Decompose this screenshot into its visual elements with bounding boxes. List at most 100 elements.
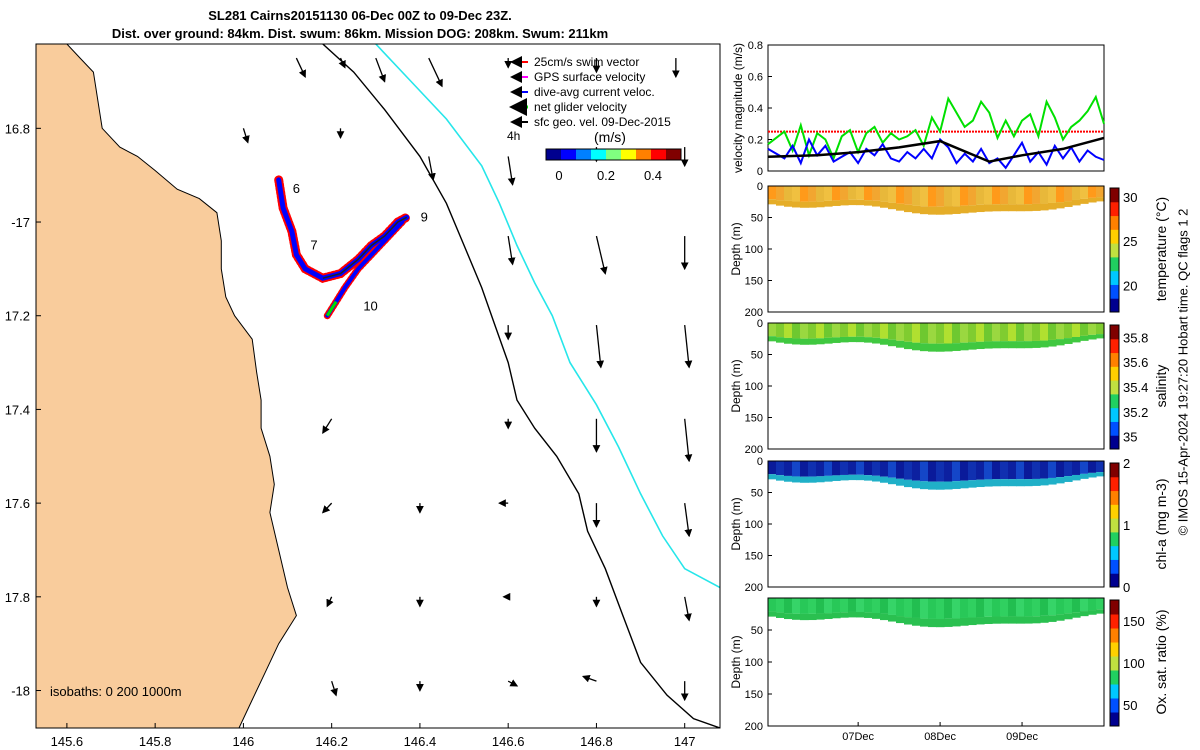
colorbar-segment	[1110, 393, 1119, 409]
section-cell	[1064, 598, 1073, 614]
section-cell	[992, 341, 1001, 349]
colorbar-segment	[666, 149, 682, 160]
section-cell	[960, 342, 969, 351]
section-cell	[968, 205, 977, 213]
section-cell	[872, 461, 881, 476]
section-cell	[1056, 598, 1065, 615]
section-cell	[816, 461, 825, 477]
y-tick-label: 200	[745, 307, 763, 319]
section-cell	[840, 336, 849, 343]
section-cell	[1008, 341, 1017, 349]
section-cell	[1032, 186, 1041, 204]
section-cell	[824, 475, 833, 482]
section-cell	[800, 461, 809, 477]
section-cell	[896, 598, 905, 617]
section-cell	[984, 341, 993, 349]
section-cell	[936, 186, 945, 207]
section-cell	[1064, 323, 1073, 339]
section-cell	[992, 616, 1001, 624]
section-cell	[984, 616, 993, 624]
colorbar-segment	[591, 149, 607, 160]
section-cell	[928, 481, 937, 490]
section-cell	[960, 186, 969, 206]
colorbar-tick-label: 2	[1123, 456, 1130, 471]
section-cell	[928, 186, 937, 207]
section-cell	[824, 323, 833, 338]
section-cell	[952, 461, 961, 482]
section-cell	[768, 336, 777, 342]
section-cell	[800, 201, 809, 208]
section-cell	[824, 200, 833, 207]
colorbar-segment	[1110, 421, 1119, 436]
section-cell	[784, 200, 793, 207]
section-cell	[1088, 197, 1097, 203]
section-cell	[864, 612, 873, 618]
section-cell	[872, 598, 881, 614]
section-cell	[840, 598, 849, 613]
section-cell	[848, 461, 857, 475]
section-cell	[856, 474, 865, 481]
geo-velocity-vector	[428, 156, 436, 182]
geo-velocity-vector	[330, 680, 338, 697]
colorbar-tick-label: 35.8	[1123, 330, 1148, 345]
section-cell	[1096, 323, 1105, 335]
section-cell	[944, 323, 953, 344]
section-cell	[776, 612, 785, 618]
section-cell	[776, 337, 785, 343]
section-cell	[1032, 461, 1041, 479]
colorbar-label: chl-a (mg m-3)	[1153, 478, 1169, 569]
section-cell	[1024, 598, 1033, 617]
geo-velocity-vector	[322, 418, 333, 434]
section-cell	[872, 323, 881, 338]
section-cell	[1056, 186, 1065, 203]
section-cell	[976, 598, 985, 618]
geo-velocity-vector	[684, 596, 692, 622]
colorbar-segment	[1110, 298, 1119, 313]
section-cell	[904, 204, 913, 213]
y-tick-label: 0	[757, 456, 763, 468]
section-cell	[984, 204, 993, 212]
section-cell	[1000, 323, 1009, 342]
waypoint-label: 7	[310, 237, 317, 252]
colorbar-segment	[546, 149, 562, 160]
section-cell	[960, 323, 969, 343]
section-cell	[1048, 186, 1057, 203]
section-cell	[840, 474, 849, 481]
section-cell	[888, 477, 897, 485]
section-cell	[840, 461, 849, 475]
legend-label: GPS surface velocity	[534, 70, 645, 84]
section-cell	[816, 201, 825, 208]
colorbar-segment	[1110, 243, 1119, 258]
colorbar-segment	[1110, 504, 1119, 519]
colorbar-segment	[1110, 284, 1119, 299]
section-cell	[792, 613, 801, 620]
section-cell	[1040, 598, 1049, 616]
section-cell	[1008, 616, 1017, 624]
section-cell	[1000, 479, 1009, 487]
colorbar-segment	[1110, 366, 1119, 381]
section-cell	[880, 201, 889, 208]
section-cell	[968, 480, 977, 488]
section-cell	[1056, 461, 1065, 478]
section-cell	[832, 461, 841, 476]
section-cell	[920, 186, 929, 207]
section-cell	[952, 598, 961, 619]
section-cell	[872, 613, 881, 619]
section-cell	[1064, 186, 1073, 202]
velocity-frame	[767, 44, 1105, 172]
section-cell	[800, 186, 809, 202]
section-cell	[920, 206, 929, 215]
section-cell	[968, 342, 977, 350]
y-tick-label: 17.2	[5, 309, 30, 324]
section-cell	[832, 200, 841, 206]
section-cell	[920, 323, 929, 344]
section-cell	[928, 461, 937, 482]
legend-duration-label: 4h	[507, 129, 520, 143]
colorbar-segment	[1110, 435, 1119, 450]
y-tick-label: -17	[11, 215, 30, 230]
section-cell	[976, 186, 985, 205]
section-cell	[1088, 472, 1097, 478]
colorbar-frame	[545, 148, 682, 161]
section-cell	[792, 323, 801, 339]
